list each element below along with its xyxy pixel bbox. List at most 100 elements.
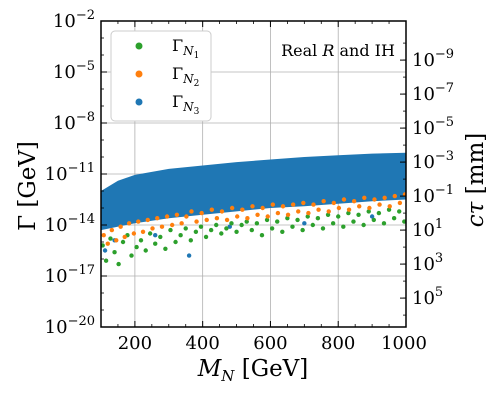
point--n1	[356, 212, 361, 217]
point--n2	[326, 209, 331, 214]
point--n2	[155, 216, 160, 221]
point--n1	[361, 222, 366, 228]
y-tick-label: 10−20	[45, 314, 95, 338]
legend-label: ΓN1	[172, 36, 199, 61]
point--n1	[305, 214, 310, 219]
point--n3	[302, 221, 307, 226]
y2-tick-label: 10−3	[412, 149, 454, 173]
point--n2	[392, 193, 398, 199]
point--n1	[254, 221, 260, 226]
point--n2	[377, 202, 382, 207]
point--n1	[244, 219, 249, 224]
point--n1	[143, 248, 148, 253]
point--n1	[402, 219, 406, 224]
series-gamma-n3-band	[101, 152, 406, 231]
legend-label: ΓN3	[172, 92, 200, 117]
point--n1	[103, 258, 109, 263]
point--n2	[341, 197, 347, 202]
point--n2	[372, 197, 377, 202]
point--n2	[270, 202, 276, 207]
x-tick-label: 400	[185, 333, 219, 354]
y-tick-label: 10−11	[45, 161, 95, 185]
y2-tick-label: 103	[412, 251, 443, 275]
point--n2	[382, 195, 387, 200]
point--n1	[129, 253, 134, 258]
point--n1	[239, 222, 244, 228]
point--n2	[136, 219, 141, 224]
legend-marker	[135, 42, 143, 50]
point--n1	[376, 210, 382, 216]
point--n1	[290, 224, 295, 229]
point--n1	[341, 224, 346, 229]
y-axis-left: 10−20 10−17 10−14 10−11 10−8 10−5 10−2	[45, 8, 107, 338]
point--n2	[184, 214, 189, 219]
point--n2	[311, 202, 316, 207]
point--n2	[336, 205, 342, 211]
point--n1	[158, 234, 163, 240]
scatter-points	[101, 192, 406, 267]
point--n2	[255, 212, 260, 217]
point--n1	[275, 219, 280, 224]
point--n2	[285, 212, 291, 217]
x-tick-label: 1000	[381, 333, 427, 354]
point--n2	[301, 200, 306, 206]
point--n1	[300, 227, 305, 233]
x-axis-label: MN [GeV]	[197, 356, 309, 385]
x-axis: 200 400 600 800 1000	[100, 21, 427, 354]
y2-axis-label: cτ [mm]	[463, 133, 489, 228]
point--n1	[280, 229, 285, 234]
point--n1	[178, 233, 183, 238]
point--n2	[105, 241, 110, 246]
point--n2	[235, 214, 240, 219]
point--n2	[209, 207, 215, 212]
point--n1	[173, 239, 178, 245]
point--n1	[188, 238, 194, 243]
point--n1	[147, 231, 153, 236]
point--n2	[402, 192, 406, 197]
point--n2	[397, 200, 403, 206]
point--n2	[126, 221, 132, 226]
y2-tick-label: 10−9	[412, 47, 454, 71]
y-tick-label: 10−8	[53, 110, 95, 134]
point--n1	[285, 216, 290, 221]
y2-tick-label: 105	[412, 285, 443, 309]
x-tick-label: 800	[321, 333, 355, 354]
point--n2	[351, 199, 357, 204]
point--n3	[153, 233, 158, 238]
point--n1	[224, 226, 229, 231]
point--n2	[346, 207, 352, 212]
point--n2	[174, 212, 180, 217]
point--n1	[264, 217, 270, 223]
point--n2	[219, 209, 225, 214]
point--n2	[150, 226, 155, 231]
series-gamma-n3-band-area	[101, 152, 406, 231]
annotation-label: Real R and IH	[281, 41, 395, 60]
legend-label: ΓN2	[172, 64, 199, 89]
point--n2	[240, 207, 245, 212]
point--n2	[189, 209, 194, 214]
y2-tick-label: 10−1	[412, 183, 454, 207]
point--n2	[357, 204, 362, 209]
legend-marker	[135, 98, 143, 106]
point--n1	[116, 261, 121, 267]
point--n2	[159, 224, 165, 229]
point--n1	[198, 224, 204, 229]
point--n1	[219, 231, 224, 236]
point--n1	[163, 246, 168, 251]
point--n1	[193, 229, 199, 234]
point--n1	[112, 250, 117, 255]
point--n1	[120, 239, 126, 245]
point--n2	[194, 219, 199, 224]
point--n1	[229, 221, 234, 226]
y2-tick-label: 10−7	[412, 81, 454, 105]
point--n2	[122, 234, 127, 240]
y2-tick-label: 10−5	[412, 115, 454, 139]
point--n2	[145, 217, 150, 223]
point--n1	[269, 226, 275, 231]
point--n2	[229, 205, 235, 211]
point--n2	[296, 209, 301, 214]
point--n2	[164, 214, 170, 219]
point--n1	[371, 217, 377, 223]
point--n2	[280, 204, 286, 209]
